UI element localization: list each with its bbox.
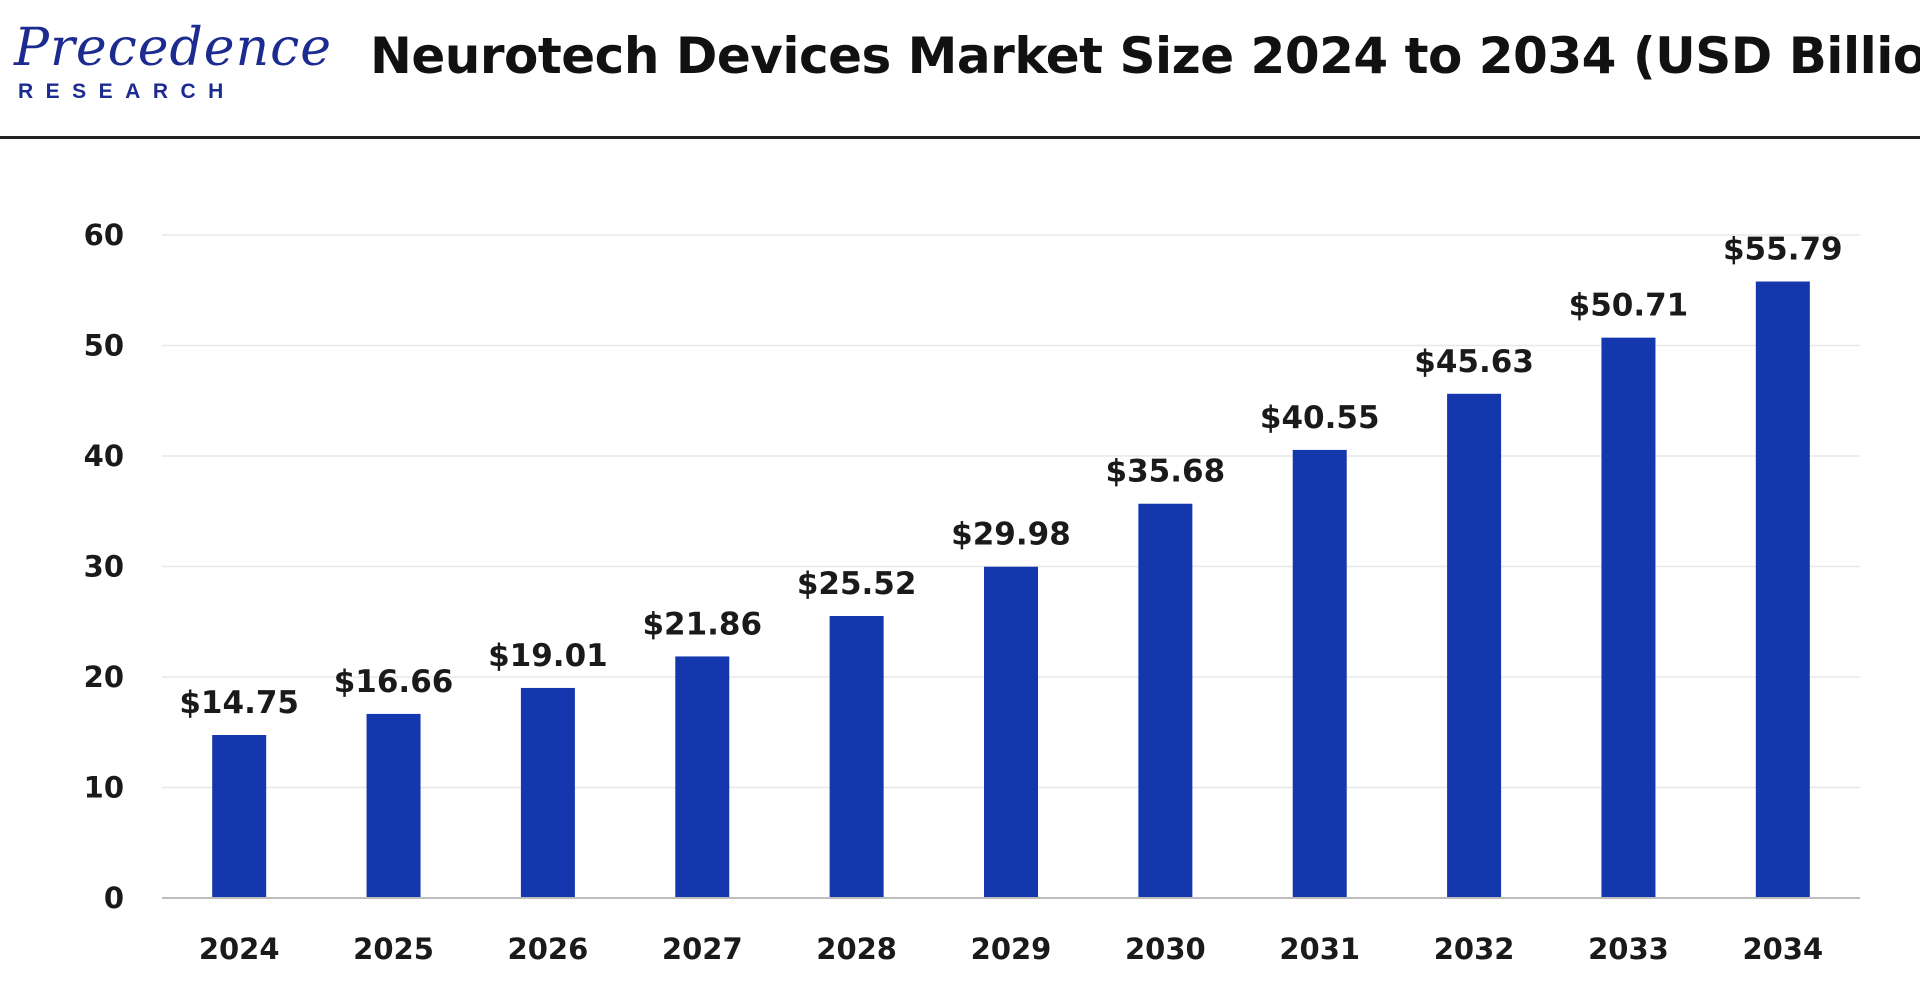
x-tick-label-2033: 2033 (1588, 932, 1669, 966)
bar-2027 (675, 656, 730, 898)
data-label-2030: $35.68 (1106, 454, 1226, 490)
x-tick-label-2026: 2026 (508, 932, 589, 966)
x-tick-label-2030: 2030 (1125, 932, 1206, 966)
brand-logo: Precedence RESEARCH (14, 18, 331, 103)
bar-2025 (366, 713, 421, 898)
bar-2029 (984, 566, 1038, 898)
bar-2028 (829, 616, 884, 898)
x-tick-label-2025: 2025 (353, 932, 434, 966)
y-tick-label: 40 (84, 439, 124, 473)
brand-subtitle: RESEARCH (18, 80, 236, 103)
data-label-2029: $29.98 (951, 517, 1071, 553)
x-tick-label-2027: 2027 (662, 932, 743, 966)
header: Precedence RESEARCH Neurotech Devices Ma… (0, 0, 1920, 139)
y-axis-ticks: 0 10 20 30 40 50 60 (84, 218, 124, 915)
data-label-2025: $16.66 (334, 664, 454, 700)
bar-2034 (1755, 281, 1810, 898)
header-divider (0, 136, 1920, 139)
x-tick-label-2024: 2024 (199, 932, 280, 966)
bar-2031 (1292, 449, 1347, 898)
chart-title: Neurotech Devices Market Size 2024 to 20… (370, 27, 1920, 85)
y-tick-label: 30 (84, 550, 124, 584)
x-tick-label-2034: 2034 (1742, 932, 1823, 966)
data-label-2032: $45.63 (1414, 344, 1534, 380)
y-tick-label: 0 (104, 881, 124, 915)
data-label-2034: $55.79 (1723, 232, 1843, 268)
bar-2024 (212, 735, 267, 898)
data-label-2027: $21.86 (642, 606, 762, 642)
x-tick-label-2028: 2028 (816, 932, 897, 966)
brand-name: Precedence (14, 18, 332, 78)
data-label-2031: $40.55 (1260, 400, 1380, 436)
data-labels: $14.75 $16.66 $19.01 $21.86 $25.52 $29.98 $35.… (179, 232, 1842, 721)
data-label-2026: $19.01 (488, 638, 608, 674)
y-tick-label: 20 (84, 660, 124, 694)
bar-2032 (1447, 393, 1502, 898)
x-tick-label-2029: 2029 (971, 932, 1052, 966)
x-axis-ticks: 2024 2025 2026 2027 2028 2029 2030 2031 2032 2033… (199, 932, 1823, 966)
data-label-2024: $14.75 (179, 685, 299, 721)
x-tick-label-2032: 2032 (1434, 932, 1515, 966)
bar-2026 (520, 687, 575, 898)
data-label-2033: $50.71 (1569, 288, 1689, 324)
y-tick-label: 50 (84, 329, 124, 363)
y-tick-label: 60 (84, 218, 124, 252)
bar-2030 (1138, 503, 1193, 898)
data-label-2028: $25.52 (797, 566, 917, 602)
y-tick-label: 10 (84, 771, 124, 805)
bars (212, 281, 1810, 898)
bar-2033 (1601, 337, 1656, 898)
x-tick-label-2031: 2031 (1279, 932, 1360, 966)
